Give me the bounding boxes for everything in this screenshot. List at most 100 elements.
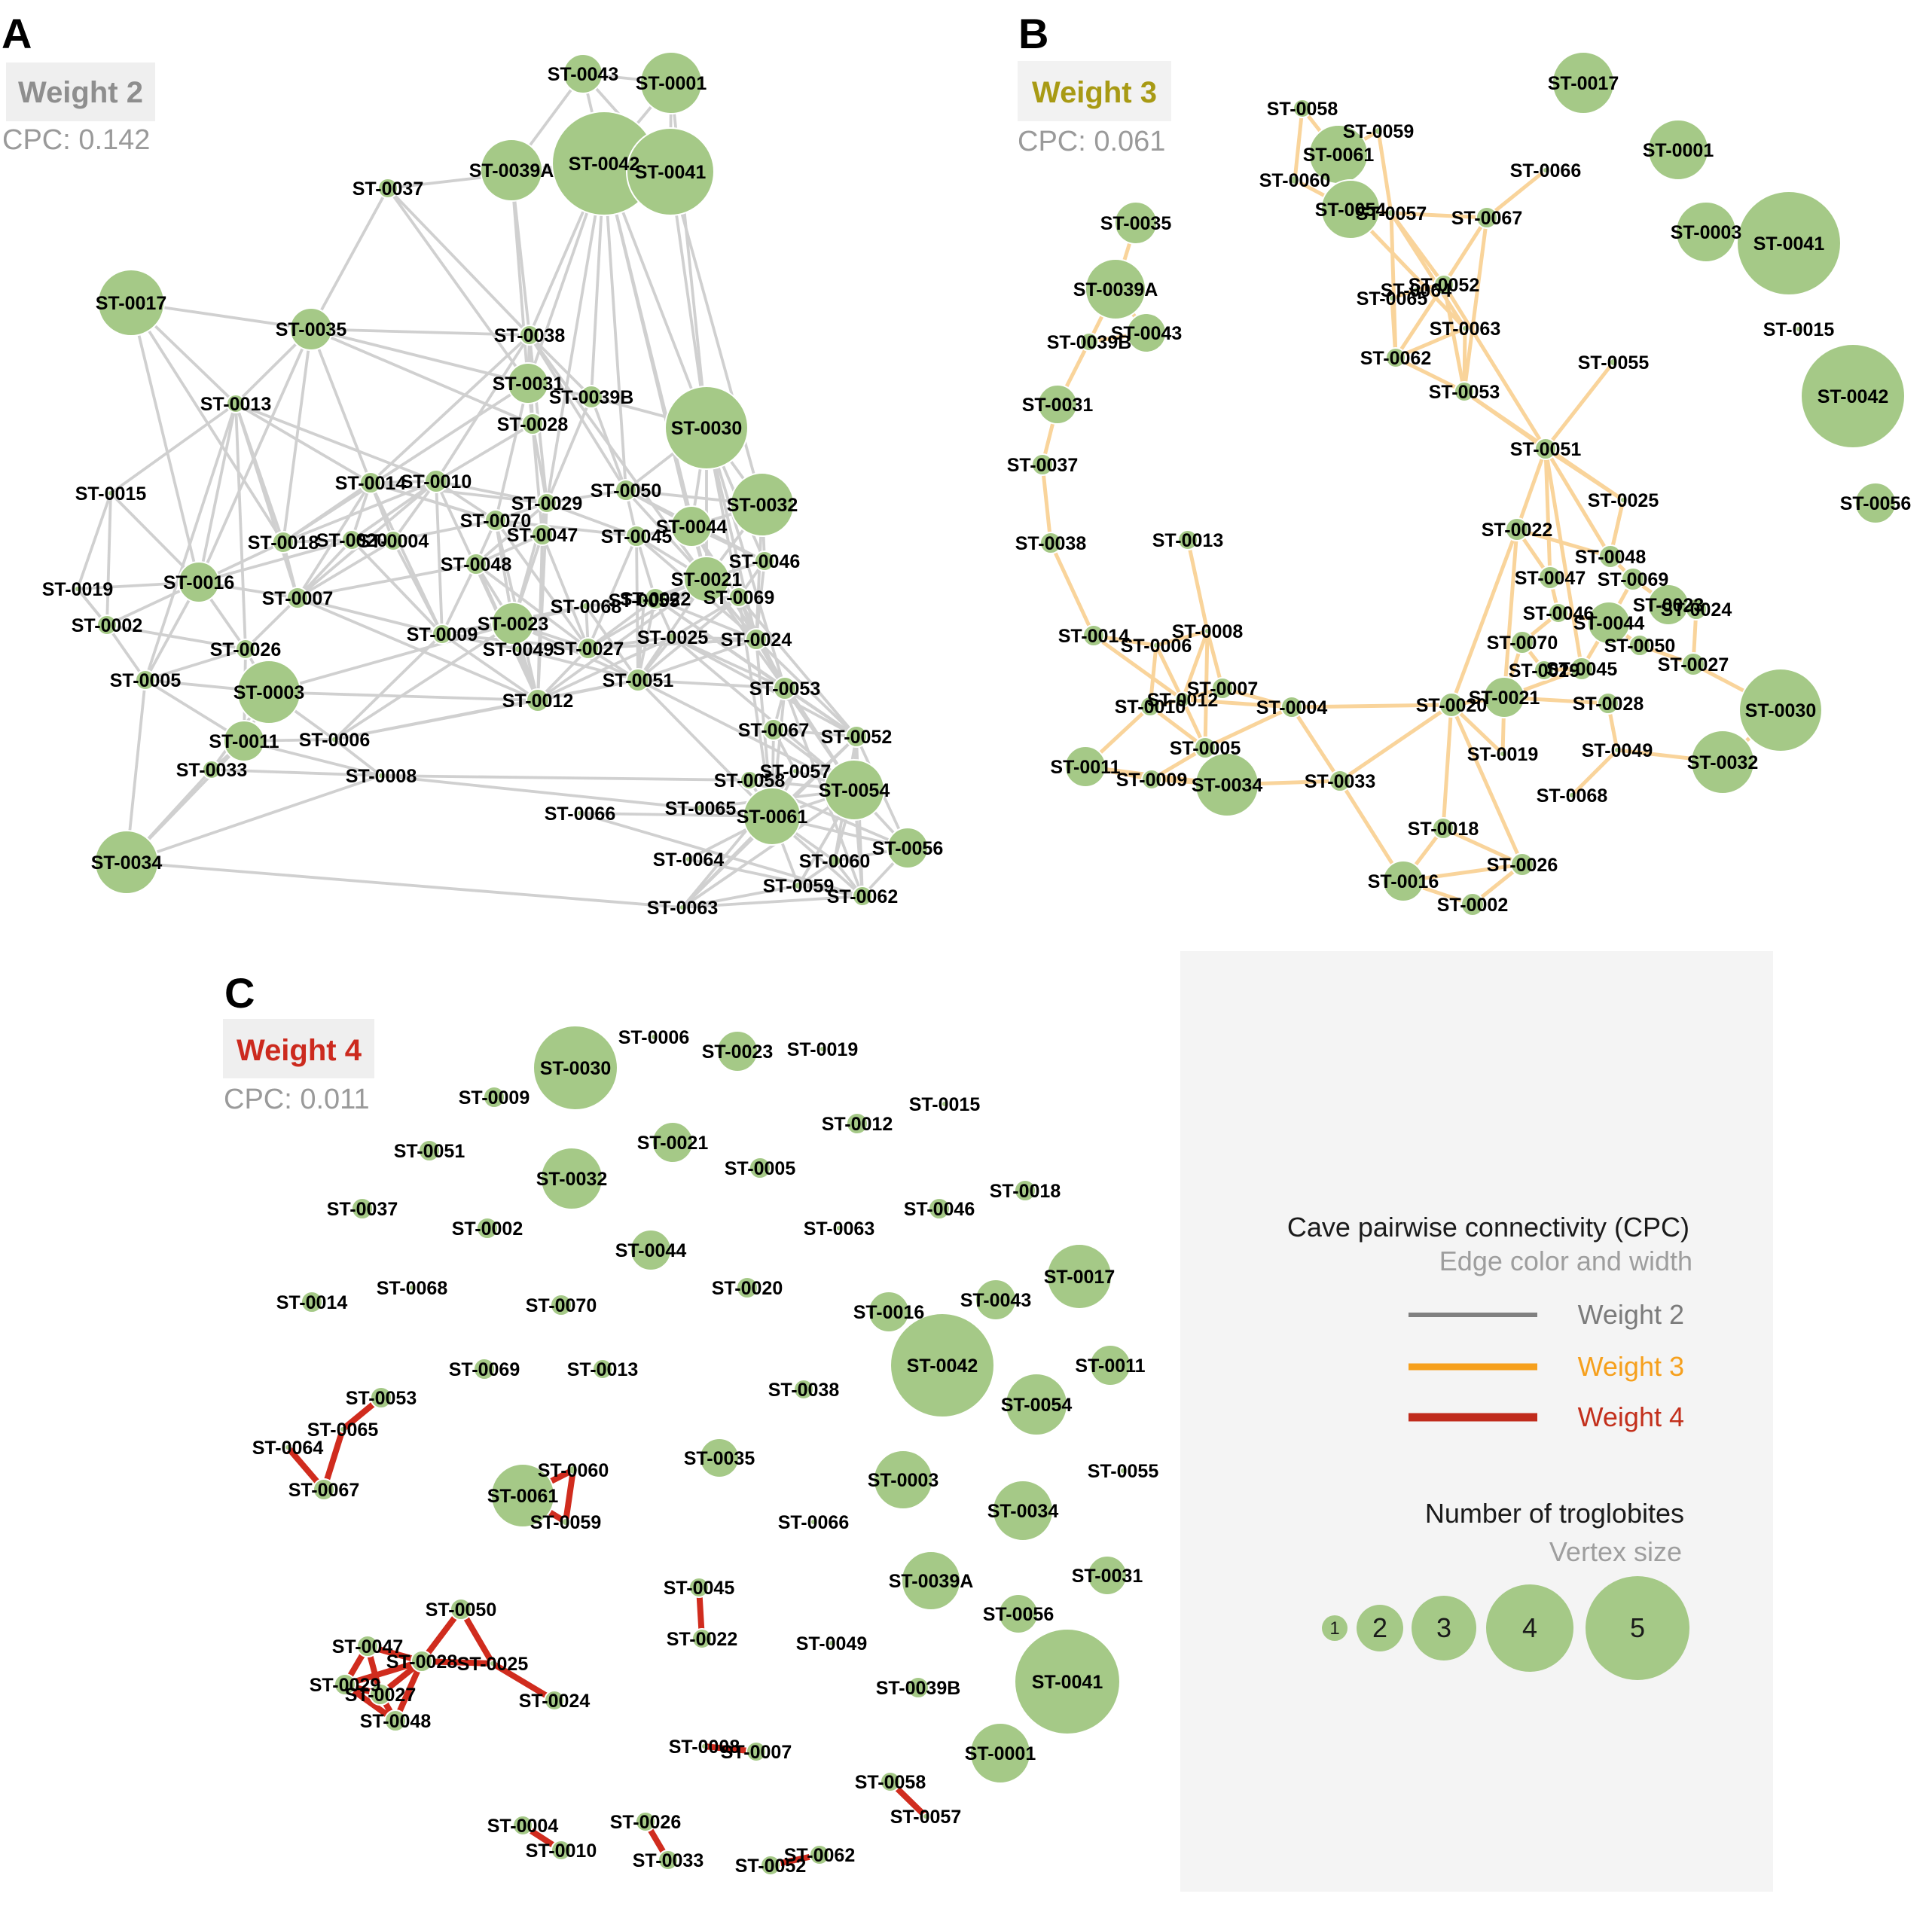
svg-text:ST-0046: ST-0046	[1523, 603, 1595, 624]
svg-text:Weight 4: Weight 4	[237, 1034, 362, 1067]
svg-text:ST-0055: ST-0055	[609, 590, 680, 611]
svg-text:ST-0027: ST-0027	[345, 1685, 417, 1706]
svg-text:ST-0063: ST-0063	[804, 1218, 875, 1240]
svg-text:CPC: 0.011: CPC: 0.011	[224, 1084, 370, 1115]
svg-text:ST-0013: ST-0013	[567, 1359, 639, 1380]
svg-text:ST-0058: ST-0058	[855, 1772, 926, 1793]
svg-text:ST-0028: ST-0028	[386, 1651, 458, 1673]
svg-text:ST-0045: ST-0045	[1546, 659, 1618, 680]
svg-text:ST-0039B: ST-0039B	[876, 1678, 961, 1699]
svg-text:ST-0016: ST-0016	[163, 572, 235, 593]
svg-text:ST-0007: ST-0007	[262, 588, 334, 609]
svg-text:ST-0012: ST-0012	[1147, 690, 1219, 711]
svg-text:ST-0041: ST-0041	[1032, 1672, 1103, 1693]
svg-text:ST-0039B: ST-0039B	[1047, 332, 1132, 353]
svg-text:ST-0023: ST-0023	[702, 1041, 774, 1063]
svg-text:ST-0038: ST-0038	[768, 1380, 840, 1401]
svg-text:3: 3	[1436, 1612, 1451, 1643]
svg-text:ST-0057: ST-0057	[1356, 203, 1427, 224]
svg-text:ST-0061: ST-0061	[487, 1486, 559, 1507]
svg-text:ST-0012: ST-0012	[502, 691, 574, 712]
svg-text:ST-0062: ST-0062	[827, 886, 899, 907]
svg-text:ST-0025: ST-0025	[457, 1654, 529, 1675]
svg-text:ST-0032: ST-0032	[536, 1169, 608, 1190]
svg-text:ST-0033: ST-0033	[176, 760, 248, 781]
svg-text:ST-0020: ST-0020	[1416, 695, 1488, 716]
svg-text:ST-0056: ST-0056	[983, 1604, 1055, 1625]
svg-text:Weight 2: Weight 2	[18, 76, 143, 109]
svg-text:ST-0024: ST-0024	[519, 1691, 591, 1712]
svg-text:ST-0050: ST-0050	[591, 480, 662, 502]
svg-text:Weight 3: Weight 3	[1578, 1351, 1684, 1382]
svg-text:ST-0048: ST-0048	[1575, 547, 1647, 568]
svg-text:ST-0034: ST-0034	[987, 1501, 1059, 1522]
svg-text:ST-0042: ST-0042	[1818, 386, 1889, 407]
svg-text:ST-0018: ST-0018	[248, 532, 319, 553]
svg-text:ST-0044: ST-0044	[615, 1240, 687, 1261]
svg-text:ST-0041: ST-0041	[635, 162, 707, 183]
svg-text:ST-0055: ST-0055	[1578, 352, 1650, 374]
svg-text:ST-0034: ST-0034	[1192, 775, 1263, 796]
svg-text:ST-0009: ST-0009	[459, 1087, 530, 1109]
svg-text:ST-0048: ST-0048	[441, 554, 512, 575]
svg-text:ST-0069: ST-0069	[449, 1359, 520, 1380]
svg-text:ST-0057: ST-0057	[760, 761, 832, 782]
svg-text:ST-0031: ST-0031	[1072, 1566, 1143, 1587]
svg-text:ST-0067: ST-0067	[1451, 208, 1523, 229]
svg-text:ST-0024: ST-0024	[1661, 599, 1732, 621]
svg-text:ST-0027: ST-0027	[1658, 654, 1729, 675]
svg-text:ST-0011: ST-0011	[209, 731, 279, 752]
svg-text:ST-0067: ST-0067	[738, 720, 810, 741]
svg-text:ST-0002: ST-0002	[1437, 895, 1509, 916]
svg-text:ST-0046: ST-0046	[729, 551, 801, 572]
svg-text:ST-0017: ST-0017	[1548, 73, 1619, 94]
svg-text:ST-0015: ST-0015	[75, 483, 147, 505]
svg-text:ST-0050: ST-0050	[426, 1599, 497, 1621]
svg-text:ST-0047: ST-0047	[507, 525, 578, 546]
svg-text:ST-0026: ST-0026	[210, 639, 282, 660]
svg-text:ST-0026: ST-0026	[610, 1812, 682, 1833]
svg-text:ST-0066: ST-0066	[545, 804, 616, 825]
svg-text:ST-0050: ST-0050	[1604, 636, 1676, 657]
svg-text:ST-0048: ST-0048	[360, 1711, 432, 1732]
svg-text:ST-0030: ST-0030	[1745, 700, 1817, 721]
svg-text:Number of troglobites: Number of troglobites	[1425, 1498, 1684, 1529]
svg-text:ST-0006: ST-0006	[299, 730, 371, 751]
svg-text:ST-0031: ST-0031	[1022, 395, 1094, 416]
svg-text:ST-0002: ST-0002	[72, 615, 143, 636]
svg-text:ST-0070: ST-0070	[526, 1295, 597, 1316]
svg-text:ST-0030: ST-0030	[540, 1058, 612, 1079]
svg-text:ST-0039A: ST-0039A	[889, 1571, 974, 1592]
svg-text:ST-0026: ST-0026	[1487, 855, 1558, 876]
svg-text:2: 2	[1372, 1612, 1387, 1643]
svg-text:ST-0060: ST-0060	[799, 851, 871, 872]
svg-text:ST-0007: ST-0007	[721, 1742, 792, 1763]
svg-text:ST-0039B: ST-0039B	[549, 387, 634, 408]
svg-text:ST-0045: ST-0045	[601, 526, 673, 547]
svg-text:ST-0028: ST-0028	[497, 414, 569, 435]
svg-text:ST-0024: ST-0024	[721, 630, 792, 651]
svg-text:ST-0001: ST-0001	[636, 73, 707, 94]
svg-text:Vertex size: Vertex size	[1549, 1536, 1682, 1567]
svg-text:ST-0017: ST-0017	[96, 293, 167, 314]
svg-text:ST-0023: ST-0023	[1633, 595, 1705, 616]
svg-text:ST-0066: ST-0066	[1510, 160, 1582, 181]
svg-text:ST-0004: ST-0004	[1256, 697, 1328, 718]
svg-text:ST-0013: ST-0013	[200, 394, 272, 415]
svg-text:ST-0056: ST-0056	[872, 838, 944, 859]
svg-text:5: 5	[1630, 1612, 1645, 1643]
svg-text:ST-0043: ST-0043	[960, 1290, 1032, 1311]
svg-text:ST-0019: ST-0019	[42, 579, 114, 600]
svg-text:B: B	[1018, 10, 1048, 57]
svg-text:ST-0065: ST-0065	[1357, 288, 1428, 310]
svg-text:ST-0049: ST-0049	[1582, 740, 1653, 761]
svg-text:ST-0046: ST-0046	[904, 1199, 975, 1220]
svg-text:ST-0053: ST-0053	[749, 679, 821, 700]
svg-text:ST-0014: ST-0014	[1058, 626, 1130, 647]
svg-text:ST-0051: ST-0051	[603, 670, 674, 691]
svg-text:ST-0066: ST-0066	[778, 1512, 850, 1533]
svg-text:ST-0010: ST-0010	[526, 1840, 597, 1862]
svg-text:ST-0021: ST-0021	[1469, 688, 1540, 709]
svg-text:ST-0013: ST-0013	[1152, 530, 1224, 551]
svg-text:ST-0018: ST-0018	[1408, 819, 1479, 840]
